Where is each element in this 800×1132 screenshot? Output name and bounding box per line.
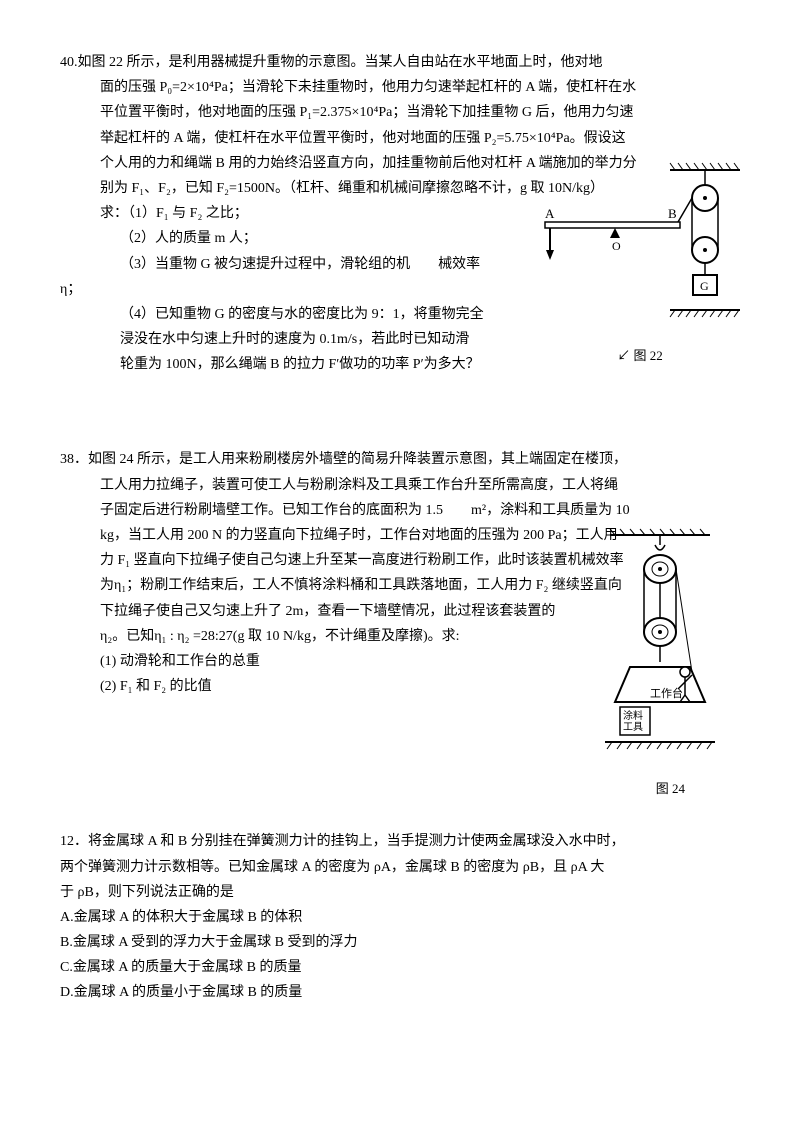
p12-optB: B.金属球 A 受到的浮力大于金属球 B 受到的浮力	[60, 930, 740, 955]
p38-l1: 如图 24 所示，是工人用来粉刷楼房外墙壁的简易升降装置示意图，其上端固定在楼顶…	[88, 452, 627, 467]
fig24-box2: 工具	[623, 721, 643, 733]
p12-l3: 于 ρB，则下列说法正确的是	[60, 880, 740, 905]
p38-l2: 工人用力拉绳子，装置可使工人与粉刷涂料及工具乘工作台升至所需高度，工人将绳	[60, 473, 740, 498]
fig22-label-g: G	[700, 279, 709, 293]
fig22-label-a: A	[545, 206, 555, 221]
figure-24: 工作台 涂料 工具	[600, 527, 720, 786]
fig22-label-b: B	[668, 206, 677, 221]
problem-12: 12．将金属球 A 和 B 分别挂在弹簧测力计的挂钩上，当手提测力计使两金属球没…	[60, 829, 740, 1005]
p40-ask-label: 求：	[100, 206, 128, 221]
problem-40-number: 40.	[60, 55, 78, 70]
figure-22: G O A B ↙ 图 22	[540, 160, 740, 368]
fig24-box1: 涂料	[623, 709, 643, 722]
p40-q3b: 械效率	[438, 257, 480, 272]
fig22-label-o: O	[612, 239, 621, 253]
p40-l2: 面的压强 P₀=2×10⁴Pa；当滑轮下未挂重物时，他用力匀速举起杠杆的 A 端…	[60, 75, 740, 100]
p12-optA: A.金属球 A 的体积大于金属球 B 的体积	[60, 905, 740, 930]
p38-l3: 子固定后进行粉刷墙壁工作。已知工作台的底面积为 1.5 m²，涂料和工具质量为 …	[60, 498, 740, 523]
figure-22-label: ↙ 图 22	[540, 344, 740, 367]
problem-40: 40.如图 22 所示，是利用器械提升重物的示意图。当某人自由站在水平地面上时，…	[60, 50, 740, 377]
p12-optC: C.金属球 A 的质量大于金属球 B 的质量	[60, 955, 740, 980]
p40-q1: （1）F₁ 与 F₂ 之比；	[128, 206, 248, 221]
p12-l2: 两个弹簧测力计示数相等。已知金属球 A 的密度为 ρA，金属球 B 的密度为 ρ…	[60, 855, 740, 880]
p12-optD: D.金属球 A 的质量小于金属球 B 的质量	[60, 980, 740, 1005]
p40-l4: 举起杠杆的 A 端，使杠杆在水平位置平衡时，他对地面的压强 P₂=5.75×10…	[60, 126, 740, 151]
problem-12-number: 12．	[60, 834, 88, 849]
figure-24-svg: 工作台 涂料 工具	[600, 527, 720, 777]
problem-12-text: 12．将金属球 A 和 B 分别挂在弹簧测力计的挂钩上，当手提测力计使两金属球没…	[60, 829, 740, 1005]
p12-l1: 将金属球 A 和 B 分别挂在弹簧测力计的挂钩上，当手提测力计使两金属球没入水中…	[88, 834, 625, 849]
p40-l1: 如图 22 所示，是利用器械提升重物的示意图。当某人自由站在水平地面上时，他对地	[78, 55, 603, 70]
p40-q3a: （3）当重物 G 被匀速提升过程中，滑轮组的机	[120, 257, 410, 272]
problem-38-number: 38．	[60, 452, 88, 467]
problem-38: 38．如图 24 所示，是工人用来粉刷楼房外墙壁的简易升降装置示意图，其上端固定…	[60, 447, 740, 699]
figure-24-label: 图 24	[656, 777, 685, 800]
figure-22-svg: G O A B	[540, 160, 740, 330]
fig24-platform-label: 工作台	[650, 686, 683, 700]
p40-l3: 平位置平衡时，他对地面的压强 P₁=2.375×10⁴Pa；当滑轮下加挂重物 G…	[60, 100, 740, 125]
